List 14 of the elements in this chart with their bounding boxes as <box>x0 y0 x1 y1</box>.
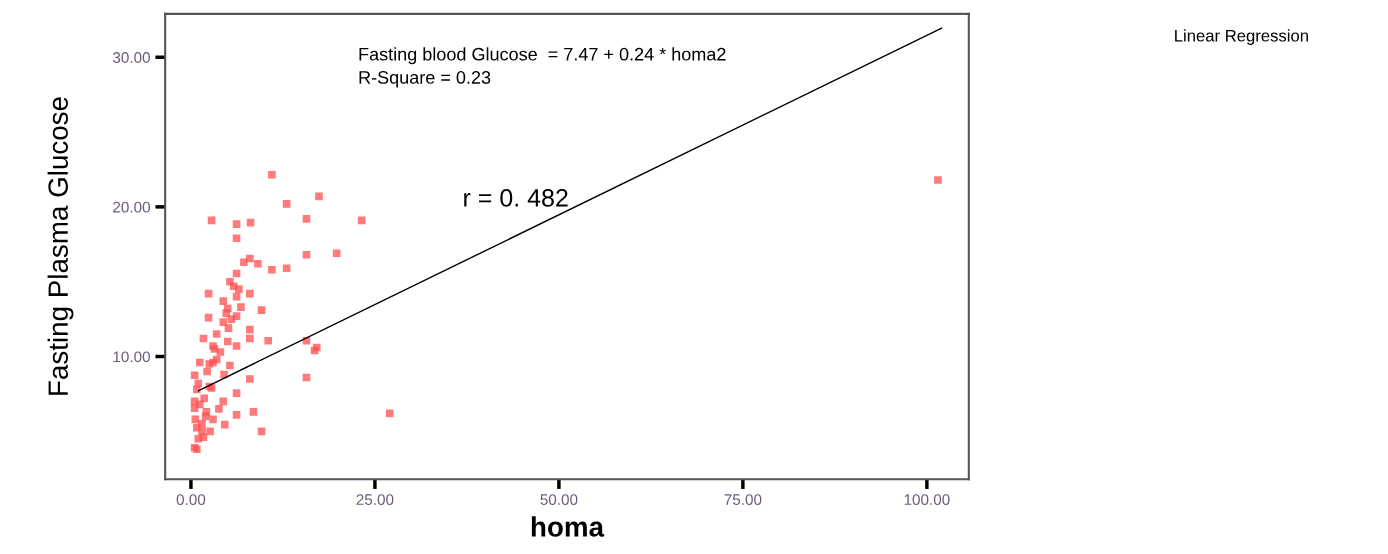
x-tick-label: 25.00 <box>356 494 394 506</box>
text: Linear Regression <box>1175 29 1308 45</box>
y-tick-label: 10.00 <box>113 351 150 363</box>
x-tick-label: 0.00 <box>176 494 206 506</box>
annotation: Fasting blood Glucose = 7.47 + 0.24 * homa2 <box>359 47 726 65</box>
y-tick-label: 20.00 <box>113 201 150 213</box>
y-axis-title: Fasting Plasma Glucose <box>47 97 74 395</box>
x-axis-title: homa <box>531 516 605 537</box>
x-tick-label: 100.00 <box>904 494 950 506</box>
annotation: r = 0. 482 <box>464 189 568 207</box>
annotation: R-Square = 0.23 <box>359 71 491 88</box>
x-tick-label: 75.00 <box>724 494 762 506</box>
y-tick-label: 30.00 <box>112 52 150 63</box>
x-tick-label: 50.00 <box>540 494 578 506</box>
